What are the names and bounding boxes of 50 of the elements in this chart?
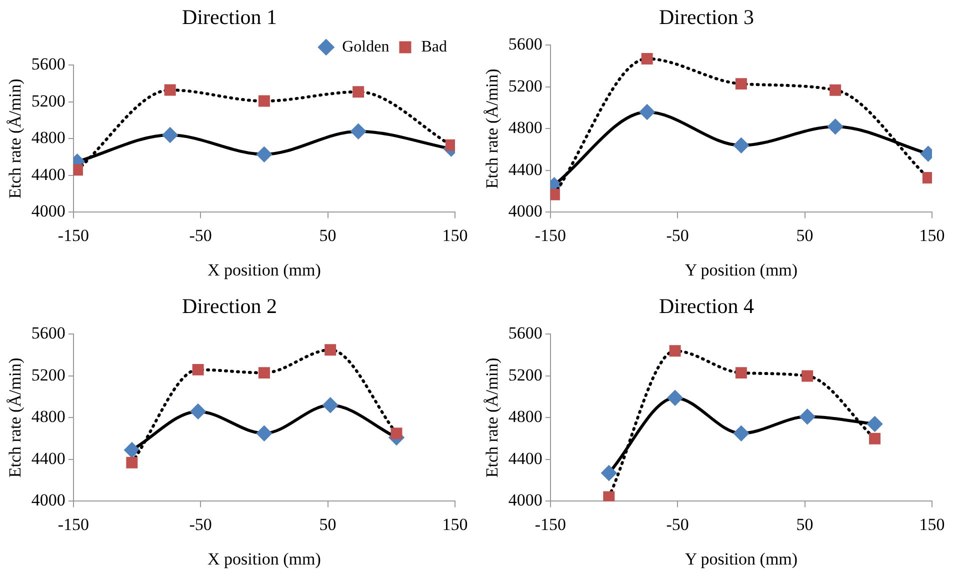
y-tick-label: 4800 [508, 407, 542, 426]
x-tick-label: 150 [442, 226, 468, 245]
y-tick-label: 5600 [31, 54, 66, 74]
x-tick-label: -150 [534, 226, 566, 245]
x-tick-label: 50 [796, 226, 814, 245]
y-axis-title: Etch rate (Å/min) [6, 358, 25, 478]
legend-label: Golden [342, 38, 390, 56]
y-tick-label: 4400 [508, 160, 542, 179]
x-axis-title: Y position (mm) [684, 549, 798, 568]
y-tick-label: 4400 [31, 448, 66, 468]
y-tick-label: 4800 [508, 118, 542, 138]
x-tick-label: 150 [919, 514, 945, 534]
y-tick-label: 5600 [508, 34, 542, 54]
x-tick-label: -150 [534, 514, 566, 534]
y-tick-label: 4000 [31, 490, 66, 510]
x-tick-label: 50 [319, 226, 336, 245]
y-tick-label: 5200 [31, 91, 66, 110]
y-tick-label: 4800 [31, 407, 66, 426]
x-tick-label: 50 [319, 514, 336, 534]
y-axis-title: Etch rate (Å/min) [6, 78, 25, 199]
y-axis-title: Etch rate (Å/min) [482, 358, 502, 478]
y-tick-label: 5200 [508, 76, 542, 96]
x-axis-title: Y position (mm) [684, 260, 798, 280]
x-tick-label: 150 [442, 514, 468, 534]
chart-title: Direction 4 [658, 294, 755, 318]
y-tick-label: 4000 [508, 490, 542, 510]
chart-title: Direction 3 [658, 5, 754, 30]
x-axis-title: X position (mm) [208, 549, 321, 568]
y-tick-label: 5200 [508, 365, 542, 384]
x-tick-label: -50 [189, 514, 212, 534]
y-tick-label: 5200 [31, 365, 66, 384]
y-tick-label: 5600 [31, 324, 66, 343]
chart-title: Direction 2 [182, 294, 278, 318]
legend-label: Bad [421, 38, 448, 56]
x-tick-label: -50 [189, 226, 212, 245]
y-tick-label: 4000 [508, 202, 542, 221]
x-tick-label: -150 [58, 226, 89, 245]
x-tick-label: 150 [919, 226, 945, 245]
x-tick-label: -150 [58, 514, 89, 534]
y-tick-label: 4000 [31, 202, 66, 221]
y-tick-label: 4400 [508, 448, 542, 468]
y-tick-label: 4400 [31, 164, 66, 184]
chart-title: Direction 1 [182, 5, 278, 30]
y-axis-title: Etch rate (Å/min) [482, 68, 502, 189]
x-tick-label: 50 [796, 514, 814, 534]
y-tick-label: 4800 [31, 128, 66, 148]
x-tick-label: -50 [666, 226, 689, 245]
y-tick-label: 5600 [508, 324, 542, 343]
x-tick-label: -50 [666, 514, 689, 534]
x-axis-title: X position (mm) [208, 260, 321, 280]
